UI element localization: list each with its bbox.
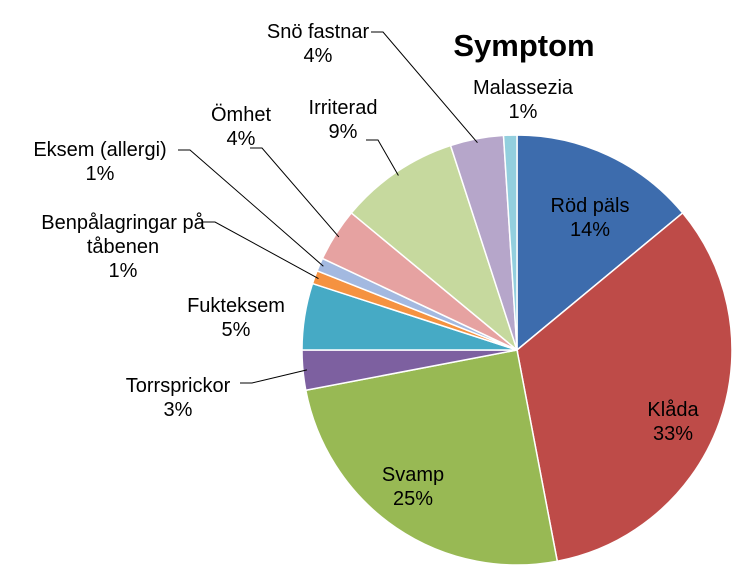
- value-label: 9%: [328, 121, 358, 143]
- pie-slice: [502, 134, 518, 351]
- leader-line: [178, 149, 324, 267]
- slice-label: Röd päls 14%: [551, 194, 630, 242]
- pie-slice: [304, 349, 559, 566]
- category-label: Snö fastnar: [266, 21, 370, 43]
- value-label: 14%: [569, 219, 611, 241]
- slice-label: Benpålagringar på tåbenen 1%: [41, 211, 206, 283]
- leader-line: [203, 221, 319, 279]
- value-label: 1%: [108, 260, 138, 282]
- leader-line: [366, 139, 399, 176]
- category-label: Röd päls: [550, 195, 630, 217]
- category-label: Benpålagringar på tåbenen: [41, 212, 205, 258]
- value-label: 4%: [226, 128, 256, 150]
- category-label: Malassezia: [472, 77, 574, 99]
- category-label: Irriterad: [308, 97, 378, 119]
- leader-line: [240, 369, 308, 384]
- pie-slice: [516, 211, 733, 563]
- slice-label: Torrsprickor 3%: [126, 374, 230, 422]
- value-label: 4%: [303, 45, 333, 67]
- value-label: 33%: [652, 423, 694, 445]
- slice-label: Fukteksem 5%: [187, 294, 285, 342]
- slice-label: Irriterad 9%: [309, 96, 378, 144]
- value-label: 25%: [392, 488, 434, 510]
- slice-label: Eksem (allergi) 1%: [33, 138, 166, 186]
- chart-title: Symptom: [453, 28, 595, 63]
- slice-label: Klåda 33%: [647, 398, 698, 446]
- category-label: Klåda: [647, 399, 699, 421]
- category-label: Eksem (allergi): [33, 139, 167, 161]
- slice-label: Ömhet 4%: [211, 103, 271, 151]
- slice-label: Snö fastnar 4%: [267, 20, 369, 68]
- slice-label: Svamp 25%: [382, 463, 444, 511]
- pie-slice: [516, 134, 684, 352]
- leader-line: [371, 31, 478, 144]
- category-label: Torrsprickor: [125, 375, 231, 397]
- category-label: Fukteksem: [187, 295, 285, 317]
- category-label: Svamp: [381, 464, 445, 486]
- value-label: 3%: [163, 399, 193, 421]
- value-label: 1%: [85, 163, 115, 185]
- category-label: Ömhet: [210, 104, 272, 126]
- leader-line: [250, 147, 340, 238]
- slice-label: Malassezia 1%: [473, 76, 573, 124]
- value-label: 5%: [221, 319, 251, 341]
- value-label: 1%: [508, 101, 538, 123]
